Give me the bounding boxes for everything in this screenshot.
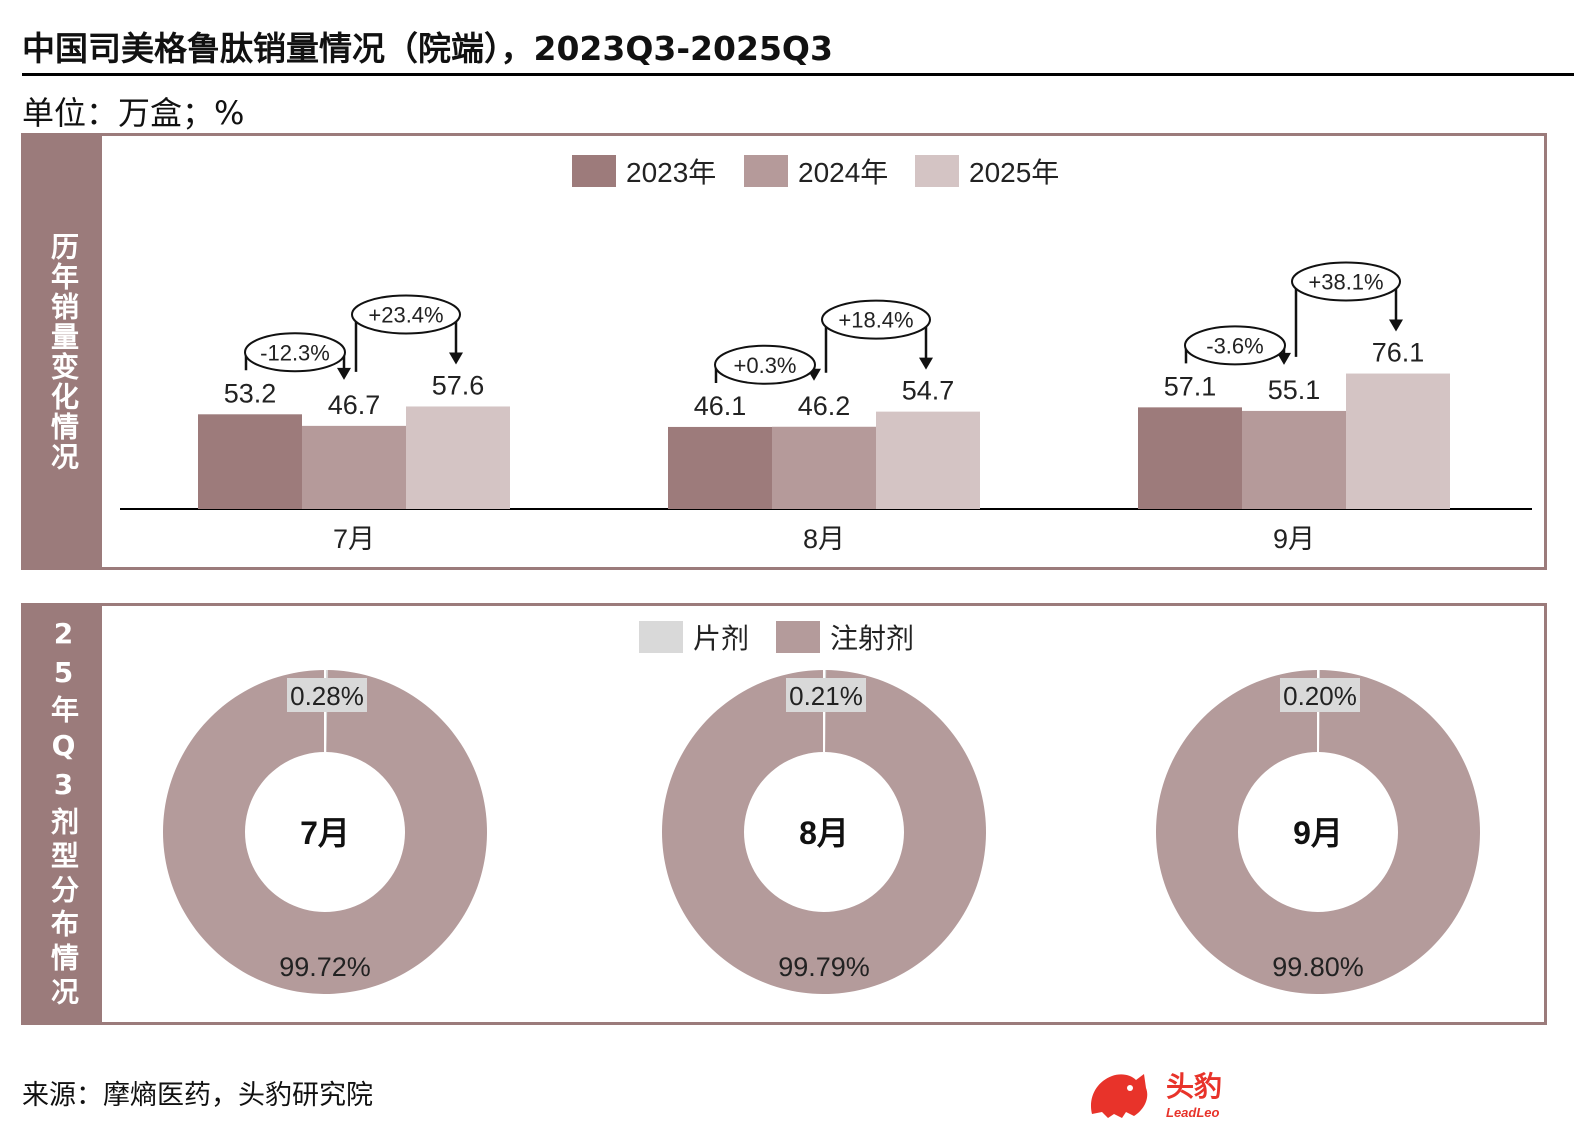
bar-value-label: 46.2 (798, 391, 851, 421)
growth-bubble (1184, 325, 1286, 366)
growth-bubble (351, 294, 461, 335)
legend-label-片剂: 片剂 (693, 623, 749, 654)
arrow-head (449, 352, 463, 365)
tablet-share-label: 0.28% (290, 681, 364, 711)
donut-center-label: 7月 (300, 815, 350, 851)
growth-label-2024: -12.3% (260, 340, 330, 365)
logo-name: 头豹 (1166, 1071, 1222, 1102)
unit-label: 单位：万盒；% (22, 94, 245, 132)
logo-eye (1127, 1085, 1133, 1091)
page-title: 中国司美格鲁肽销量情况（院端），2023Q3-2025Q3 (22, 29, 833, 68)
bar-chart: 2023年 2024年 2025年 53.2 46.7 57.6 7月 -12.3% +23.4… (120, 155, 1532, 554)
source-note: 来源：摩熵医药，头豹研究院 (22, 1080, 373, 1111)
legend-label-2025年: 2025年 (969, 157, 1059, 188)
bar-chart-panel: 历年销量变化情况 2023年 2024年 2025年 53.2 46.7 57.6 7月 -1… (21, 133, 1547, 570)
legend-label-注射剂: 注射剂 (830, 623, 914, 654)
growth-label-2025: +38.1% (1308, 270, 1383, 295)
donut-panel-side-label: 25年Q3剂型分布情况 (24, 606, 102, 1022)
x-tick-label: 8月 (803, 524, 845, 554)
bar-value-label: 46.1 (694, 391, 747, 421)
tablet-label-box (1280, 678, 1360, 712)
bar-7月-2024年 (302, 425, 406, 509)
bar-value-label: 54.7 (902, 376, 955, 406)
donut-slice-注射剂 (1155, 670, 1480, 994)
bar-value-label: 53.2 (224, 378, 277, 408)
bar-value-label: 76.1 (1372, 338, 1425, 368)
donut-center-label: 9月 (1293, 815, 1343, 851)
bar-8月-2025年 (876, 411, 980, 509)
donut-slice-注射剂 (662, 670, 987, 994)
tablet-label-box (287, 678, 367, 712)
tablet-label-box (786, 678, 866, 712)
bar-value-label: 57.1 (1164, 371, 1217, 401)
tablet-share-label: 0.21% (789, 681, 863, 711)
growth-bubble (1291, 261, 1401, 302)
injection-share-label: 99.79% (778, 952, 870, 982)
x-tick-label: 9月 (1273, 524, 1315, 554)
growth-label-2024: -3.6% (1206, 333, 1263, 358)
donut-slice-注射剂 (162, 670, 487, 994)
bar-value-label: 55.1 (1268, 375, 1321, 405)
leopard-logo-icon (1090, 1074, 1148, 1118)
donut-chart-panel: 25年Q3剂型分布情况 片剂 注射剂 0.28% 99.72% 7月 0.21% 99.79… (21, 603, 1547, 1025)
bar-9月-2024年 (1242, 410, 1346, 509)
arrow-head (919, 357, 933, 370)
legend-swatch-片剂 (639, 621, 683, 653)
legend-swatch-2025年 (915, 155, 959, 187)
bar-value-label: 57.6 (432, 370, 485, 400)
legend-swatch-注射剂 (776, 621, 820, 653)
donut-center-label: 8月 (799, 815, 849, 851)
tablet-share-label: 0.20% (1283, 681, 1357, 711)
injection-share-label: 99.72% (279, 952, 371, 982)
donut-charts: 片剂 注射剂 0.28% 99.72% 7月 0.21% 99.79% 8月 0.20% 99.8… (162, 621, 1480, 994)
legend-swatch-2024年 (744, 155, 788, 187)
bar-panel-side-label: 历年销量变化情况 (24, 136, 102, 567)
leadleo-logo: 头豹 LeadLeo (1090, 1071, 1222, 1120)
arrow-head (1277, 352, 1291, 365)
arrow-head (1389, 319, 1403, 332)
legend-label-2024年: 2024年 (798, 157, 888, 188)
legend-swatch-2023年 (572, 155, 616, 187)
arrow-head (337, 367, 351, 380)
growth-bubble (821, 299, 931, 340)
bar-9月-2023年 (1138, 407, 1242, 509)
growth-label-2025: +18.4% (838, 308, 913, 333)
x-tick-label: 7月 (333, 524, 375, 554)
legend-label-2023年: 2023年 (626, 157, 716, 188)
logo-sub: LeadLeo (1166, 1105, 1220, 1120)
bar-8月-2023年 (668, 426, 772, 509)
title-divider (22, 73, 1574, 76)
growth-label-2024: +0.3% (734, 353, 797, 378)
growth-bubble (244, 332, 346, 373)
growth-bubble (714, 344, 816, 385)
growth-label-2025: +23.4% (368, 302, 443, 327)
bar-9月-2025年 (1346, 373, 1450, 509)
bar-7月-2025年 (406, 406, 510, 509)
bar-8月-2024年 (772, 426, 876, 509)
bar-value-label: 46.7 (328, 390, 381, 420)
injection-share-label: 99.80% (1272, 952, 1364, 982)
bar-7月-2023年 (198, 414, 302, 509)
